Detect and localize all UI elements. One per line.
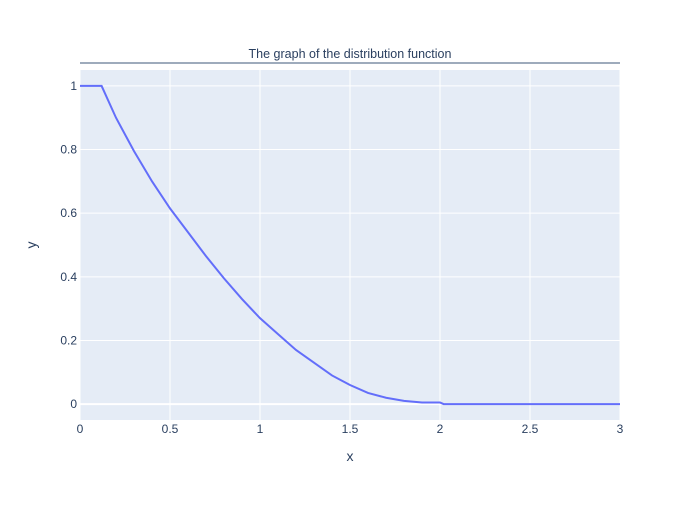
x-tick-label: 0.5: [162, 422, 179, 436]
x-tick-label: 1.5: [342, 422, 359, 436]
y-tick-label: 0.8: [60, 143, 77, 157]
y-tick-label: 0.2: [60, 333, 77, 347]
x-tick-label: 1: [257, 422, 264, 436]
x-gridlines: [79, 70, 621, 420]
y-tick-label: 0: [70, 397, 77, 411]
x-tick-label: 2: [437, 422, 444, 436]
y-tick-label: 0.6: [60, 206, 77, 220]
x-tick-labels: 0 0.5 1 1.5 2 2.5 3: [77, 422, 624, 436]
y-tick-labels: 0 0.2 0.4 0.6 0.8 1: [60, 79, 77, 411]
x-tick-label: 3: [617, 422, 624, 436]
y-axis-label: y: [23, 242, 39, 249]
chart-title: The graph of the distribution function: [249, 47, 452, 61]
x-tick-label: 0: [77, 422, 84, 436]
x-axis-label: x: [347, 448, 354, 464]
y-tick-label: 0.4: [60, 270, 77, 284]
y-tick-label: 1: [70, 79, 77, 93]
series-line: [80, 84, 620, 406]
x-tick-label: 2.5: [522, 422, 539, 436]
